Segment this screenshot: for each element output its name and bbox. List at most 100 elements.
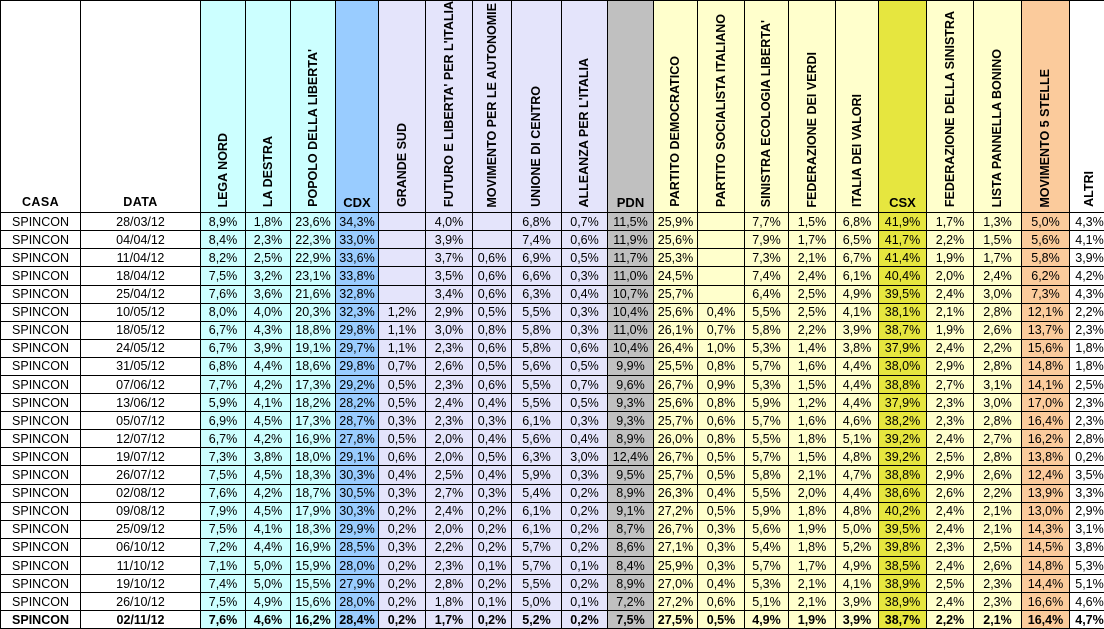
header-label-psi: PARTITO SOCIALISTA ITALIANO	[715, 14, 728, 207]
cell-api: 0,5%	[562, 249, 608, 267]
cell-udc: 7,4%	[512, 231, 562, 249]
header-label-fds: FEDERAZIONE DELLA SINISTRA	[944, 11, 957, 207]
cell-gs	[379, 267, 426, 285]
cell-altri: 3,3%	[1070, 484, 1104, 502]
cell-fdv: 1,6%	[789, 412, 836, 430]
cell-pdn: 9,9%	[608, 357, 654, 375]
cell-casa: SPINCON	[1, 357, 81, 375]
cell-idv: 3,9%	[836, 611, 879, 629]
cell-idv: 4,6%	[836, 412, 879, 430]
cell-udc: 5,7%	[512, 556, 562, 574]
header-label-idv: ITALIA DEI VALORI	[851, 94, 864, 207]
cell-m5s: 15,6%	[1022, 339, 1070, 357]
cell-pdl: 22,3%	[291, 231, 336, 249]
cell-sel: 6,4%	[745, 285, 789, 303]
cell-pd: 26,7%	[654, 520, 698, 538]
cell-lega: 6,8%	[201, 357, 246, 375]
cell-pdl: 21,6%	[291, 285, 336, 303]
cell-cdx: 30,5%	[336, 484, 379, 502]
cell-api: 0,2%	[562, 538, 608, 556]
cell-data: 25/04/12	[81, 285, 201, 303]
cell-pdn: 11,7%	[608, 249, 654, 267]
header-label-pdl: POPOLO DELLA LIBERTA'	[307, 49, 320, 207]
cell-fdv: 2,0%	[789, 484, 836, 502]
cell-sel: 5,4%	[745, 538, 789, 556]
cell-altri: 2,2%	[1070, 303, 1104, 321]
cell-lega: 8,4%	[201, 231, 246, 249]
cell-lpb: 2,3%	[974, 593, 1022, 611]
cell-mpa: 0,5%	[473, 303, 512, 321]
cell-csx: 38,5%	[879, 556, 927, 574]
cell-lega: 7,5%	[201, 593, 246, 611]
cell-pdn: 8,9%	[608, 484, 654, 502]
cell-pdn: 8,9%	[608, 575, 654, 593]
cell-cdx: 30,3%	[336, 502, 379, 520]
cell-mpa: 0,4%	[473, 466, 512, 484]
cell-pdl: 22,9%	[291, 249, 336, 267]
cell-idv: 4,4%	[836, 357, 879, 375]
cell-casa: SPINCON	[1, 611, 81, 629]
cell-api: 0,1%	[562, 556, 608, 574]
cell-fli: 2,5%	[426, 466, 473, 484]
header-label-csx: CSX	[889, 195, 916, 210]
cell-api: 0,5%	[562, 357, 608, 375]
cell-csx: 37,9%	[879, 339, 927, 357]
cell-idv: 4,1%	[836, 303, 879, 321]
cell-altri: 3,8%	[1070, 538, 1104, 556]
cell-data: 02/08/12	[81, 484, 201, 502]
cell-fds: 2,4%	[927, 556, 974, 574]
cell-casa: SPINCON	[1, 593, 81, 611]
cell-data: 26/10/12	[81, 593, 201, 611]
header-gs: GRANDE SUD	[379, 1, 426, 213]
cell-lpb: 2,1%	[974, 502, 1022, 520]
cell-cdx: 27,9%	[336, 575, 379, 593]
cell-lpb: 2,2%	[974, 339, 1022, 357]
cell-psi: 0,5%	[698, 448, 745, 466]
cell-m5s: 14,4%	[1022, 575, 1070, 593]
cell-sel: 5,5%	[745, 484, 789, 502]
cell-cdx: 29,9%	[336, 520, 379, 538]
cell-cdx: 29,7%	[336, 339, 379, 357]
cell-lega: 7,9%	[201, 502, 246, 520]
cell-cdx: 28,0%	[336, 556, 379, 574]
cell-fdv: 1,5%	[789, 448, 836, 466]
header-label-fli: FUTURO E LIBERTA' PER L'ITALIA	[443, 1, 456, 207]
cell-fds: 2,4%	[927, 502, 974, 520]
cell-sel: 5,7%	[745, 448, 789, 466]
cell-casa: SPINCON	[1, 520, 81, 538]
cell-pd: 27,2%	[654, 593, 698, 611]
cell-idv: 4,8%	[836, 502, 879, 520]
cell-destra: 3,2%	[246, 267, 291, 285]
cell-data: 18/05/12	[81, 321, 201, 339]
cell-api: 0,2%	[562, 502, 608, 520]
cell-pdl: 18,3%	[291, 520, 336, 538]
header-label-altri: ALTRI	[1083, 171, 1096, 207]
cell-idv: 4,7%	[836, 466, 879, 484]
cell-destra: 4,4%	[246, 538, 291, 556]
cell-lpb: 1,7%	[974, 249, 1022, 267]
cell-pdn: 10,7%	[608, 285, 654, 303]
cell-cdx: 29,2%	[336, 376, 379, 394]
cell-lpb: 2,8%	[974, 357, 1022, 375]
cell-cdx: 29,1%	[336, 448, 379, 466]
cell-data: 05/07/12	[81, 412, 201, 430]
cell-cdx: 32,8%	[336, 285, 379, 303]
cell-casa: SPINCON	[1, 303, 81, 321]
header-lpb: LISTA PANNELLA BONINO	[974, 1, 1022, 213]
cell-lega: 7,5%	[201, 520, 246, 538]
cell-idv: 6,7%	[836, 249, 879, 267]
cell-altri: 2,3%	[1070, 321, 1104, 339]
cell-gs	[379, 213, 426, 231]
cell-idv: 6,8%	[836, 213, 879, 231]
cell-csx: 38,7%	[879, 611, 927, 629]
cell-api: 0,5%	[562, 394, 608, 412]
cell-fds: 2,7%	[927, 376, 974, 394]
cell-idv: 5,0%	[836, 520, 879, 538]
cell-csx: 38,8%	[879, 376, 927, 394]
cell-fli: 1,8%	[426, 593, 473, 611]
cell-mpa: 0,4%	[473, 430, 512, 448]
